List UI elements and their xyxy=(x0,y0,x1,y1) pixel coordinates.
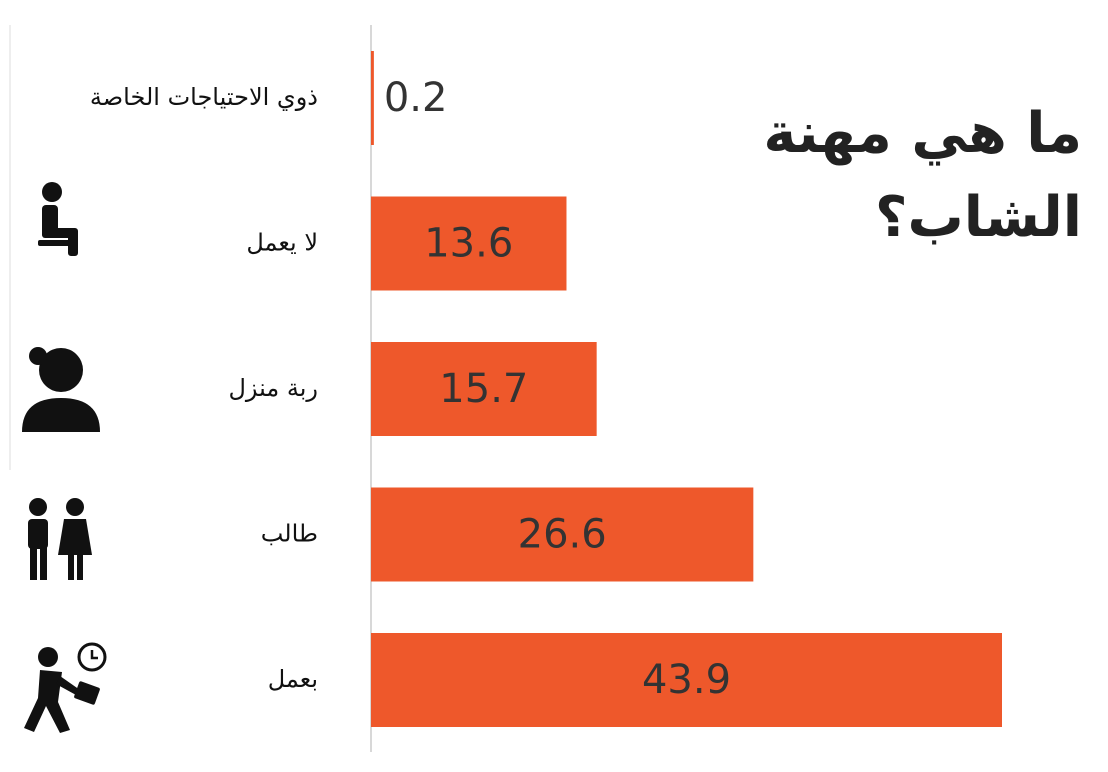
value-label: 13.6 xyxy=(424,221,513,267)
bar xyxy=(371,51,374,145)
value-label: 15.7 xyxy=(439,366,528,412)
category-label: ذوي الاحتياجات الخاصة xyxy=(90,83,318,111)
icon-seated xyxy=(38,182,78,256)
chart-title: ما هي مهنة الشاب؟ xyxy=(763,101,1082,250)
value-label: 26.6 xyxy=(518,512,607,558)
icon-housewife xyxy=(22,347,100,432)
category-label: بعمل xyxy=(268,665,318,693)
category-label: لا يعمل xyxy=(246,229,318,257)
icon-students xyxy=(28,498,92,580)
category-label: ربة منزل xyxy=(228,374,318,402)
value-label: 43.9 xyxy=(642,657,731,703)
value-label: 0.2 xyxy=(384,75,448,121)
bar xyxy=(371,342,597,436)
icon-worker xyxy=(24,642,107,733)
bar xyxy=(371,196,567,291)
bar xyxy=(371,633,1002,727)
bar xyxy=(371,487,754,582)
category-label: طالب xyxy=(261,520,318,548)
